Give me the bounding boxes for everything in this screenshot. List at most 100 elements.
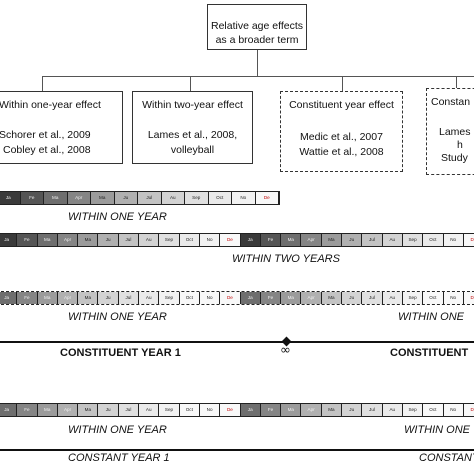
month-cell: Ma	[37, 234, 58, 246]
month-cell: De	[220, 234, 241, 246]
month-cell: Ma	[78, 234, 99, 246]
month-cell: Au	[382, 292, 403, 304]
month-cell: Au	[139, 404, 160, 416]
month-cell: No	[199, 292, 221, 304]
month-cell: Ju	[98, 292, 119, 304]
connector-horizontal	[42, 76, 474, 78]
category-reference: Lames et al., 2008,	[147, 129, 238, 141]
month-cell: No	[232, 192, 256, 204]
month-bar-within-one-year: Ja Fe Ma Apr Ma Ju Jul Au Sep Oct No De	[0, 191, 280, 205]
month-cell: Ma	[78, 404, 99, 416]
month-cell: Jul	[118, 404, 140, 416]
month-cell: Ja	[240, 292, 261, 304]
month-cell: Ju	[114, 192, 138, 204]
constant-year-1-label: CONSTANT YEAR 1	[68, 452, 170, 464]
category-reference: Schorer et al., 2009	[0, 129, 91, 141]
month-cell: Jul	[118, 234, 140, 246]
month-cell: Oct	[179, 404, 200, 416]
month-cell: Oct	[179, 292, 200, 304]
month-cell: Ja	[240, 234, 261, 246]
month-cell: Ja	[240, 404, 261, 416]
month-cell: Oct	[208, 192, 232, 204]
constituent-year-line	[0, 341, 474, 343]
month-cell: Ja	[0, 404, 18, 416]
month-cell: Fe	[260, 404, 282, 416]
connector-drop-4	[456, 76, 458, 91]
month-cell: Jul	[118, 292, 140, 304]
constituent-year-1-label: CONSTITUENT YEAR 1	[60, 347, 181, 359]
month-cell: Apr	[301, 234, 322, 246]
month-cell: No	[443, 292, 464, 304]
month-cell: Jul	[362, 404, 383, 416]
caption-within-one-year: WITHIN ONE YEAR	[68, 211, 167, 223]
month-cell: Jul	[138, 192, 162, 204]
month-cell: Ma	[37, 292, 58, 304]
connector-vertical-main	[257, 50, 259, 76]
category-reference: Cobley et al., 2008	[3, 144, 91, 156]
connector-drop-1	[42, 76, 44, 91]
top-box-line-2: as a broader term	[215, 34, 299, 46]
month-cell: Au	[139, 292, 160, 304]
month-cell: Ju	[342, 404, 363, 416]
month-bar-constituent-year: Ja Fe Ma Apr Ma Ju Jul Au Sep Oct No De Ja Fe Ma Apr Ma J…	[0, 291, 474, 305]
constant-label-right: CONSTANT	[419, 452, 474, 464]
month-cell: Ma	[281, 404, 302, 416]
month-cell: Sep	[185, 192, 209, 204]
month-cell: Ma	[281, 234, 302, 246]
caption-within-one-year-left-2: WITHIN ONE YEAR	[68, 424, 167, 436]
month-cell: No	[199, 404, 221, 416]
month-cell: Apr	[57, 404, 79, 416]
month-cell: Ja	[0, 234, 18, 246]
month-cell: Ja	[0, 192, 21, 204]
month-cell: Fe	[17, 234, 38, 246]
month-cell: De	[220, 404, 241, 416]
caption-within-one-year-left: WITHIN ONE YEAR	[68, 311, 167, 323]
month-cell: Fe	[17, 292, 38, 304]
month-cell: Ma	[281, 292, 302, 304]
month-cell: No	[443, 234, 464, 246]
constituent-label-right: CONSTITUENT	[390, 347, 469, 359]
month-cell: No	[443, 404, 464, 416]
month-cell: Sep	[402, 404, 424, 416]
month-cell: Oct	[423, 234, 444, 246]
month-bar-within-two-years: Ja Fe Ma Apr Ma Ju Jul Au Sep Oct No De Ja Fe Ma Apr Ma J…	[0, 233, 474, 247]
month-cell: Apr	[57, 292, 79, 304]
month-cell: Au	[382, 404, 403, 416]
category-title: Within one-year effect	[0, 99, 101, 111]
month-cell: De	[255, 192, 279, 204]
month-cell: De	[463, 234, 474, 246]
month-bar-constant-year: Ja Fe Ma Apr Ma Ju Jul Au Sep Oct No De Ja Fe Ma Apr Ma J…	[0, 403, 474, 417]
category-title: Within two-year effect	[142, 99, 243, 111]
month-cell: Ma	[321, 292, 343, 304]
month-cell: Apr	[57, 234, 79, 246]
month-cell: Ma	[321, 404, 343, 416]
month-cell: Oct	[423, 292, 444, 304]
month-cell: Sep	[159, 234, 180, 246]
constant-year-line	[0, 449, 474, 451]
relative-age-effects-box: Relative age effects as a broader term	[207, 4, 307, 50]
month-cell: De	[463, 292, 474, 304]
month-cell: Sep	[402, 292, 424, 304]
month-cell: Oct	[423, 404, 444, 416]
month-cell: Ma	[91, 192, 115, 204]
month-cell: De	[463, 404, 474, 416]
month-cell: Oct	[179, 234, 200, 246]
month-cell: Au	[382, 234, 403, 246]
month-cell: Jul	[362, 292, 383, 304]
month-cell: Sep	[402, 234, 424, 246]
month-cell: De	[220, 292, 241, 304]
category-reference: Wattie et al., 2008	[299, 146, 384, 158]
month-cell: Ju	[98, 404, 119, 416]
month-cell: Apr	[301, 292, 322, 304]
month-cell: Apr	[301, 404, 322, 416]
category-reference: Lames	[439, 126, 471, 138]
category-title: Constituent year effect	[289, 99, 394, 111]
connector-drop-2	[190, 76, 192, 91]
infinity-symbol: ∞	[280, 343, 291, 358]
category-reference: volleyball	[170, 144, 215, 156]
caption-within-one-right: WITHIN ONE	[398, 311, 464, 323]
month-cell: Au	[139, 234, 160, 246]
month-cell: Ma	[321, 234, 343, 246]
connector-drop-3	[342, 76, 344, 91]
month-cell: Fe	[260, 292, 282, 304]
